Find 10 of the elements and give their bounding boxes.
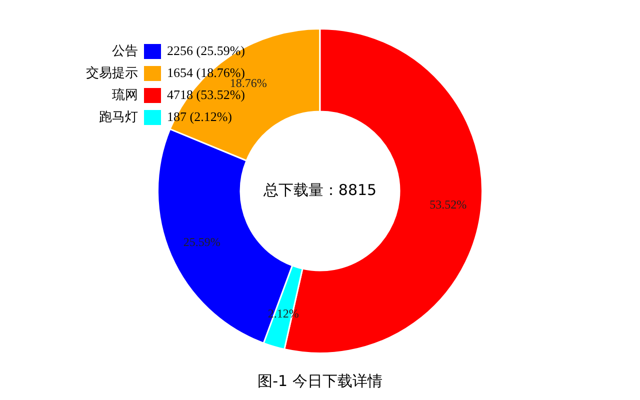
text: 总下载量：8815 — [263, 181, 377, 199]
text: 4718 (53.52%) — [167, 87, 245, 103]
text: 2256 (25.59%) — [167, 43, 245, 59]
data-label: 53.52% — [430, 197, 467, 212]
text: 图-1 今日下载详情 — [256, 372, 384, 391]
legend-label: 琉网 — [111, 87, 138, 104]
legend-label: 跑马灯 — [98, 109, 138, 126]
legend-label: 交易提示 — [85, 65, 138, 82]
legend-label: 公告 — [111, 43, 138, 60]
data-label: 25.59% — [183, 234, 220, 249]
